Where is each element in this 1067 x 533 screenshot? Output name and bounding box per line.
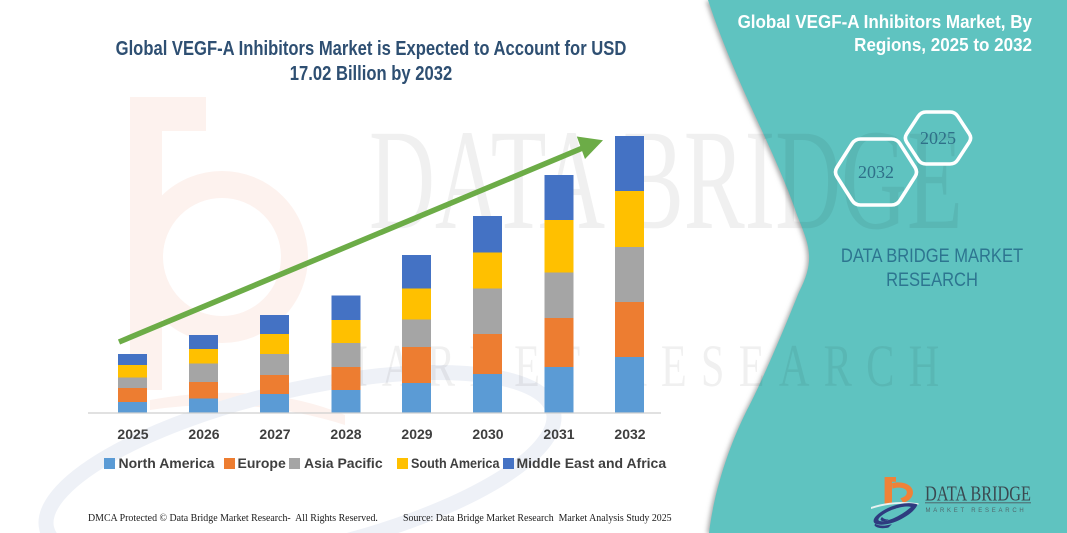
svg-text:2025: 2025 — [920, 128, 956, 148]
svg-text:DATA BRIDGE: DATA BRIDGE — [925, 482, 1031, 506]
svg-text:2032: 2032 — [858, 162, 894, 182]
svg-text:MARKET RESEARCH: MARKET RESEARCH — [926, 507, 1027, 514]
